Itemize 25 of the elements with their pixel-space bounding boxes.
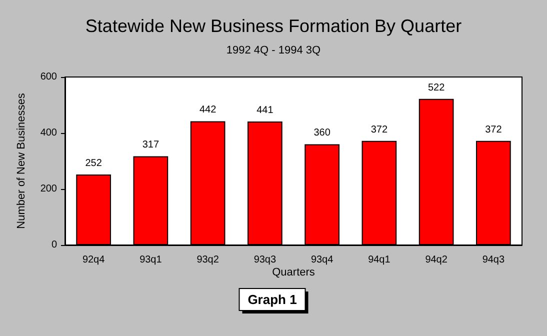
data-label: 372 — [485, 124, 502, 136]
data-label: 252 — [85, 158, 102, 169]
x-tick-label: 93q1 — [140, 254, 162, 266]
x-tick-label: 92q4 — [82, 254, 106, 266]
y-tick-label: 200 — [40, 184, 58, 194]
y-tick-label: 600 — [40, 72, 58, 82]
data-label: 522 — [428, 82, 446, 94]
x-tick-label: 94q2 — [425, 254, 448, 266]
y-tick-label: 400 — [40, 128, 58, 138]
data-label: 372 — [370, 124, 388, 136]
chart-subtitle: 1992 4Q - 1994 3Q — [226, 44, 322, 56]
x-axis-title: Quarters — [272, 266, 316, 278]
x-tick-label: 94q3 — [482, 254, 505, 266]
x-tick-label: 93q3 — [254, 254, 276, 266]
x-tick-label: 94q1 — [368, 254, 391, 266]
chart-title: Statewide New Business Formation By Quarter — [85, 16, 462, 36]
x-tick-label: 93q2 — [196, 254, 220, 266]
y-tick-label: 0 — [51, 240, 58, 250]
data-label: 442 — [199, 104, 217, 116]
data-label: 441 — [256, 105, 274, 116]
data-label: 360 — [314, 128, 331, 139]
caption: Graph 1 — [248, 292, 297, 307]
x-tick-label: 93q4 — [310, 254, 334, 266]
y-axis-title: Number of New Businesses — [16, 92, 28, 229]
data-label: 317 — [142, 140, 160, 151]
